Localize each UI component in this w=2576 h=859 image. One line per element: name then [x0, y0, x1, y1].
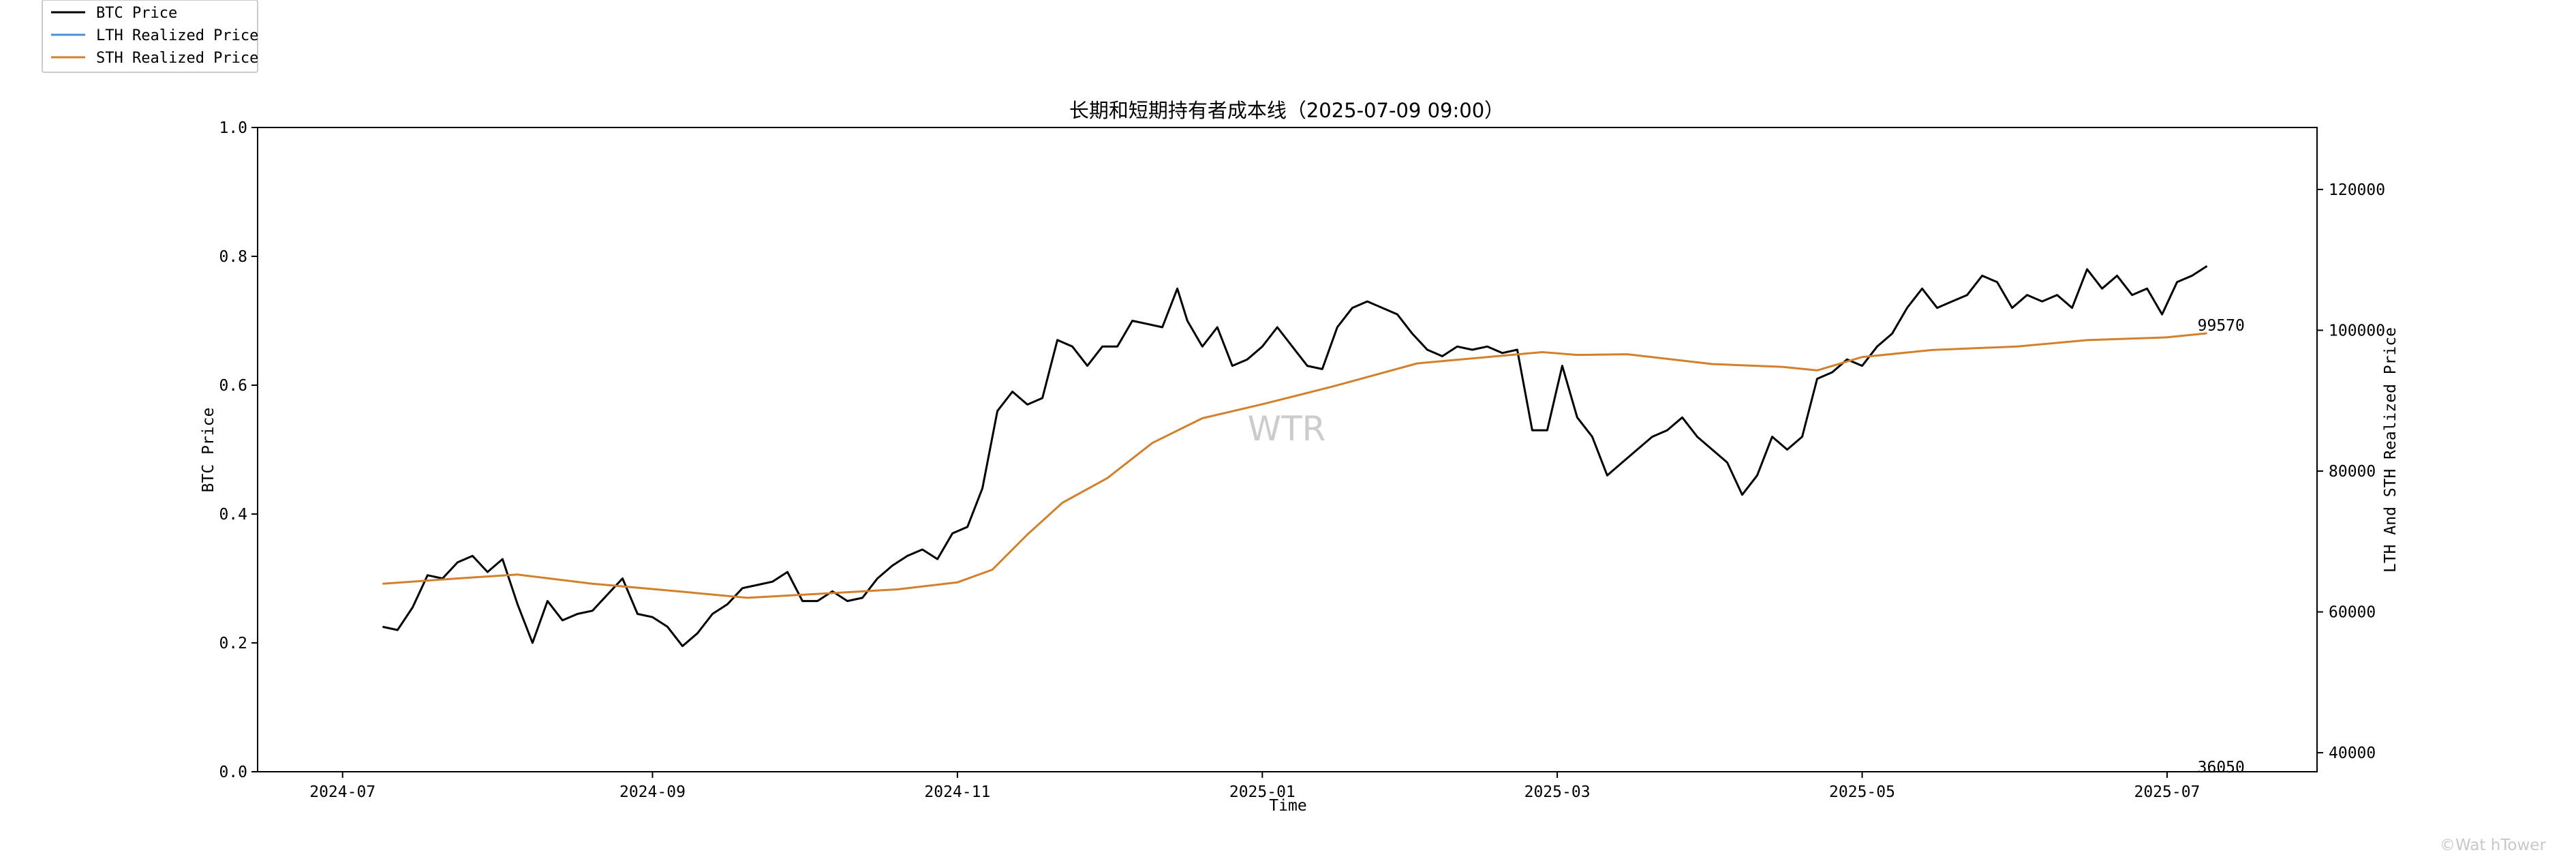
legend-label-btc: BTC Price	[96, 5, 177, 22]
sth-realized-price-line	[382, 332, 2207, 599]
left-y-axis-label: BTC Price	[200, 408, 217, 493]
legend-label-lth: LTH Realized Price	[96, 27, 258, 44]
watermark: WTR	[1248, 409, 1326, 449]
series-lines	[382, 265, 2208, 648]
left-y-tick-label: 1.0	[219, 119, 247, 137]
value-annotation: 99570	[2198, 317, 2245, 335]
x-tick-label: 2025-03	[1524, 783, 1591, 801]
x-tick-label: 2025-07	[2134, 783, 2200, 801]
x-tick-label: 2025-05	[1829, 783, 1895, 801]
left-y-axis-ticks: 0.0 0.2 0.4 0.6 0.8 1.0	[219, 119, 258, 781]
value-annotation: 36050	[2198, 759, 2245, 777]
right-y-tick-label: 40000	[2329, 744, 2376, 762]
chart-title: 长期和短期持有者成本线（2025-07-09 09:00）	[1069, 99, 1504, 122]
legend-box	[42, 0, 258, 73]
legend-label-sth: STH Realized Price	[96, 50, 258, 67]
x-axis-ticks: 2024-07 2024-09 2024-11 2025-01 2025-03 2025-…	[309, 772, 2200, 801]
left-y-tick-label: 0.0	[219, 764, 247, 781]
x-tick-label: 2024-11	[924, 783, 990, 801]
btc-price-line	[382, 265, 2208, 648]
left-y-tick-label: 0.2	[219, 635, 247, 652]
plot-frame	[257, 127, 2318, 772]
right-y-axis-label: LTH And STH Realized Price	[2382, 327, 2399, 573]
left-y-tick-label: 0.6	[219, 377, 247, 395]
right-y-axis-ticks: 40000 60000 80000 100000 120000	[2317, 181, 2385, 762]
x-tick-label: 2024-07	[309, 783, 375, 801]
legend: BTC Price LTH Realized Price STH Realize…	[42, 0, 258, 73]
x-tick-label: 2024-09	[619, 783, 686, 801]
x-tick-label: 2025-01	[1229, 783, 1295, 801]
x-axis-label: Time	[1269, 797, 1306, 815]
right-y-tick-label: 80000	[2329, 463, 2376, 481]
left-y-tick-label: 0.4	[219, 506, 247, 524]
watermark-corner: ©Wat hTower	[2440, 837, 2546, 854]
right-y-tick-label: 100000	[2329, 322, 2385, 340]
right-y-tick-label: 60000	[2329, 604, 2376, 622]
left-y-tick-label: 0.8	[219, 248, 247, 266]
annotations: 99570 36050	[2198, 317, 2245, 777]
right-y-tick-label: 120000	[2329, 181, 2385, 199]
